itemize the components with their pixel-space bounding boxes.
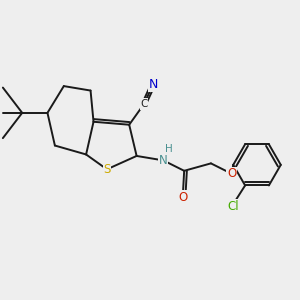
Text: O: O [227,167,236,180]
Text: S: S [103,163,111,176]
Text: N: N [159,154,168,167]
Text: N: N [148,78,158,91]
Text: C: C [140,99,148,109]
Text: H: H [165,144,173,154]
Text: O: O [178,191,187,204]
Text: Cl: Cl [227,200,239,213]
